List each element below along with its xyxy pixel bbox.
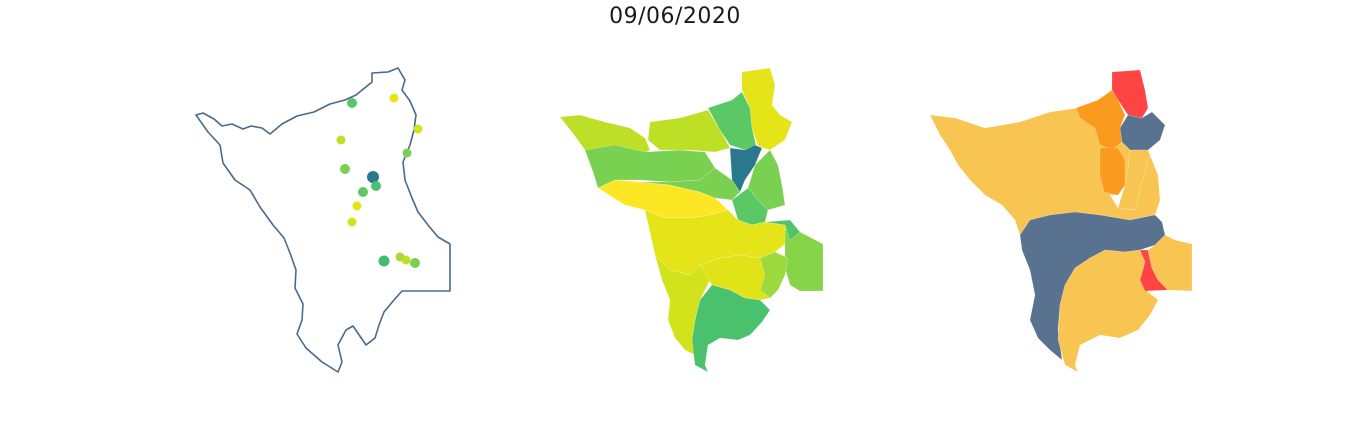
point-marker — [410, 258, 420, 268]
point-marker — [336, 135, 346, 145]
region — [1119, 111, 1166, 151]
point-marker — [378, 255, 390, 267]
point-marker — [371, 181, 381, 191]
state-outline — [195, 67, 451, 373]
point-marker — [358, 187, 368, 197]
region — [764, 219, 801, 241]
point-marker — [352, 201, 362, 211]
point-marker — [402, 148, 412, 158]
point-marker — [389, 93, 399, 103]
region — [1147, 234, 1193, 292]
point-marker — [340, 164, 350, 174]
point-markers — [336, 93, 423, 268]
point-marker — [401, 255, 411, 265]
region — [691, 284, 771, 373]
point-marker — [347, 98, 357, 108]
region — [707, 91, 757, 151]
region — [647, 109, 731, 153]
region — [1117, 149, 1151, 211]
point-marker — [367, 171, 379, 183]
region — [1057, 249, 1159, 373]
region — [759, 251, 789, 299]
region — [639, 167, 741, 201]
region — [1099, 147, 1126, 196]
point-marker — [413, 124, 423, 134]
point-marker — [347, 217, 357, 227]
page-title: 09/06/2020 — [609, 4, 741, 29]
